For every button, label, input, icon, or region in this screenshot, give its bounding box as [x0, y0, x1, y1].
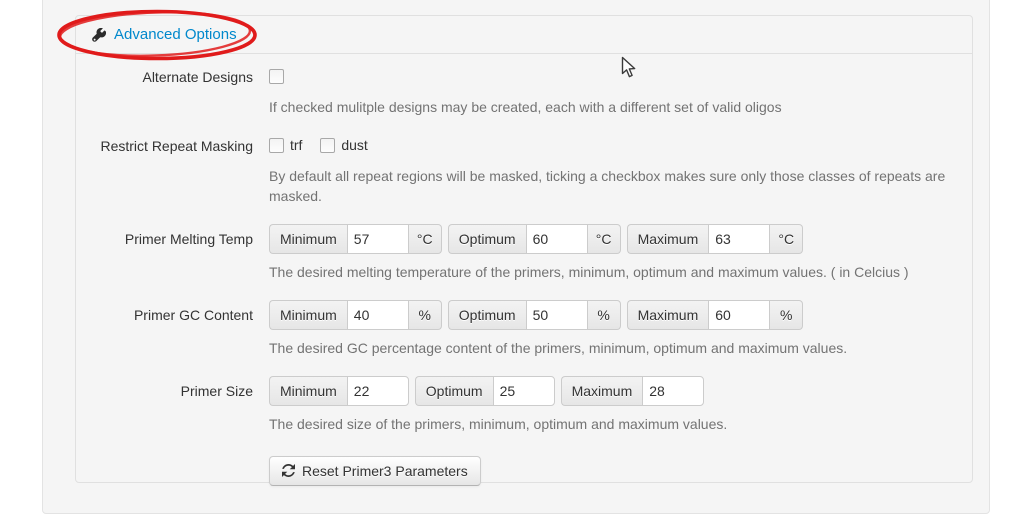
gc-max-group: Maximum % [626, 299, 804, 330]
help-text: The desired melting temperature of the p… [269, 263, 909, 280]
advanced-options-well [42, 0, 990, 514]
row-primer-size: Primer Size Minimum Optimum Maximum [92, 375, 956, 434]
celsius-unit: °C [770, 223, 804, 254]
min-addon: Minimum [269, 223, 347, 254]
field-label: Primer Size [180, 382, 253, 399]
percent-unit: % [587, 299, 621, 330]
max-addon: Maximum [560, 375, 643, 406]
celsius-unit: °C [408, 223, 442, 254]
help-text: By default all repeat regions will be ma… [269, 167, 946, 204]
spacer [92, 452, 253, 486]
dust-checkbox[interactable] [320, 137, 336, 153]
min-addon: Minimum [269, 299, 347, 330]
field-label: Alternate Designs [142, 69, 253, 85]
size-min-input[interactable] [346, 375, 409, 406]
row-reset-button: Reset Primer3 Parameters [92, 452, 956, 486]
advanced-options-header[interactable]: Advanced Options [76, 16, 972, 54]
row-alternate-designs: Alternate Designs If checked mulitple de… [92, 66, 956, 117]
melting-temp-min-group: Minimum °C [269, 223, 442, 254]
melting-temp-max-input[interactable] [708, 223, 771, 254]
trf-checkbox[interactable] [269, 137, 284, 153]
help-text: The desired GC percentage content of the… [269, 339, 848, 356]
reset-button-label: Reset Primer3 Parameters [302, 462, 468, 479]
opt-addon: Optimum [447, 223, 526, 254]
max-addon: Maximum [626, 299, 709, 330]
percent-unit: % [408, 299, 442, 330]
size-max-group: Maximum [560, 375, 705, 406]
row-primer-gc-content: Primer GC Content Minimum % Optimum % Ma… [92, 299, 956, 358]
alternate-designs-checkbox[interactable] [269, 69, 284, 84]
field-label: Primer GC Content [133, 306, 253, 323]
opt-addon: Optimum [414, 375, 493, 406]
advanced-options-body: Alternate Designs If checked mulitple de… [76, 54, 972, 486]
help-text: The desired size of the primers, minimum… [269, 415, 728, 432]
reset-primer3-button[interactable]: Reset Primer3 Parameters [269, 455, 481, 486]
gc-min-input[interactable] [346, 299, 409, 330]
row-primer-melting-temp: Primer Melting Temp Minimum °C Optimum °… [92, 223, 956, 282]
opt-addon: Optimum [447, 299, 526, 330]
help-text: If checked mulitple designs may be creat… [269, 99, 782, 115]
melting-temp-min-input[interactable] [346, 223, 409, 254]
row-restrict-repeat-masking: Restrict Repeat Masking trf dust By defa… [92, 135, 956, 206]
melting-temp-max-group: Maximum °C [626, 223, 804, 254]
melting-temp-opt-input[interactable] [525, 223, 588, 254]
max-addon: Maximum [626, 223, 709, 254]
melting-temp-opt-group: Optimum °C [447, 223, 621, 254]
advanced-options-toggle[interactable]: Advanced Options [114, 25, 237, 43]
gc-max-input[interactable] [708, 299, 771, 330]
gc-opt-input[interactable] [525, 299, 588, 330]
dust-option[interactable]: dust [320, 135, 368, 155]
field-label: Restrict Repeat Masking [100, 138, 253, 154]
wrench-icon [92, 27, 106, 42]
celsius-unit: °C [587, 223, 621, 254]
trf-option[interactable]: trf [269, 135, 302, 155]
min-addon: Minimum [269, 375, 347, 406]
dust-label: dust [341, 137, 368, 153]
trf-label: trf [290, 137, 303, 153]
advanced-options-panel: Advanced Options Alternate Designs If ch… [75, 15, 973, 486]
size-min-group: Minimum [269, 375, 409, 406]
size-opt-input[interactable] [492, 375, 555, 406]
size-max-input[interactable] [642, 375, 705, 406]
gc-opt-group: Optimum % [447, 299, 621, 330]
size-opt-group: Optimum [414, 375, 555, 406]
field-label: Primer Melting Temp [124, 230, 253, 247]
gc-min-group: Minimum % [269, 299, 442, 330]
refresh-icon [282, 464, 295, 477]
percent-unit: % [770, 299, 804, 330]
